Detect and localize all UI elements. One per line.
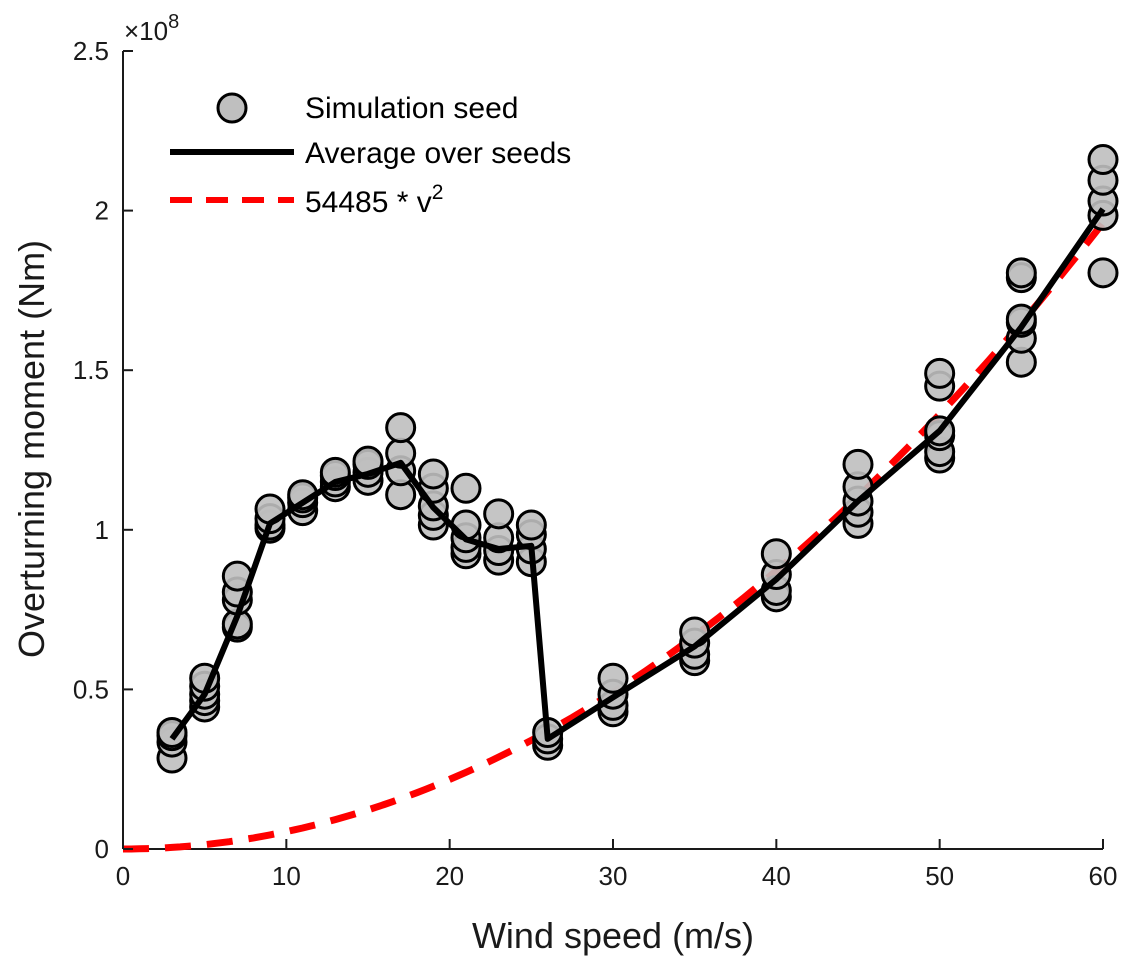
- seed-point: [483, 498, 515, 530]
- y-tick-label: 0.5: [73, 674, 109, 704]
- x-axis-title: Wind speed (m/s): [472, 915, 754, 956]
- legend: Simulation seed Average over seeds 54485…: [170, 92, 571, 219]
- y-tick-label: 2.5: [73, 36, 109, 66]
- y-multiplier-exponent: 8: [168, 11, 179, 33]
- axes: [122, 51, 1103, 850]
- seed-point: [1087, 144, 1119, 176]
- seed-point: [924, 357, 956, 389]
- y-tick-label: 1.5: [73, 355, 109, 385]
- legend-label-fit: 54485 * v2: [305, 181, 443, 219]
- y-tick-label: 2: [95, 196, 109, 226]
- seed-point: [515, 509, 547, 541]
- tick-labels: 0 10 20 30 40 50 60 0 0.5 1 1.5 2 2.5: [73, 36, 1118, 891]
- y-axis-title: Overturning moment (Nm): [11, 240, 52, 658]
- legend-label-seed: Simulation seed: [305, 92, 518, 125]
- seed-point: [597, 662, 629, 694]
- x-tick-label: 0: [116, 861, 130, 891]
- x-tick-label: 30: [599, 861, 628, 891]
- x-tick-label: 50: [925, 861, 954, 891]
- seed-point: [760, 538, 792, 570]
- y-multiplier: ×108: [124, 11, 179, 46]
- x-tick-label: 60: [1089, 861, 1118, 891]
- y-tick-label: 0: [95, 834, 109, 864]
- seed-point: [1005, 257, 1037, 289]
- seed-point: [385, 412, 417, 444]
- legend-marker-seed: [216, 92, 248, 124]
- y-tick-label: 1: [95, 515, 109, 545]
- x-tick-label: 10: [272, 861, 301, 891]
- seed-point: [417, 458, 449, 490]
- seed-point: [450, 509, 482, 541]
- average-line-layer: [169, 207, 1106, 742]
- x-tick-label: 20: [435, 861, 464, 891]
- legend-label-fit-exponent: 2: [432, 181, 444, 204]
- average-line: [169, 207, 1106, 742]
- seed-point: [842, 448, 874, 480]
- seed-point: [450, 472, 482, 504]
- y-multiplier-base: ×10: [124, 16, 168, 46]
- x-tick-label: 40: [762, 861, 791, 891]
- legend-label-average: Average over seeds: [305, 137, 571, 170]
- legend-label-fit-base: 54485 * v: [305, 186, 432, 219]
- seed-point: [1087, 257, 1119, 289]
